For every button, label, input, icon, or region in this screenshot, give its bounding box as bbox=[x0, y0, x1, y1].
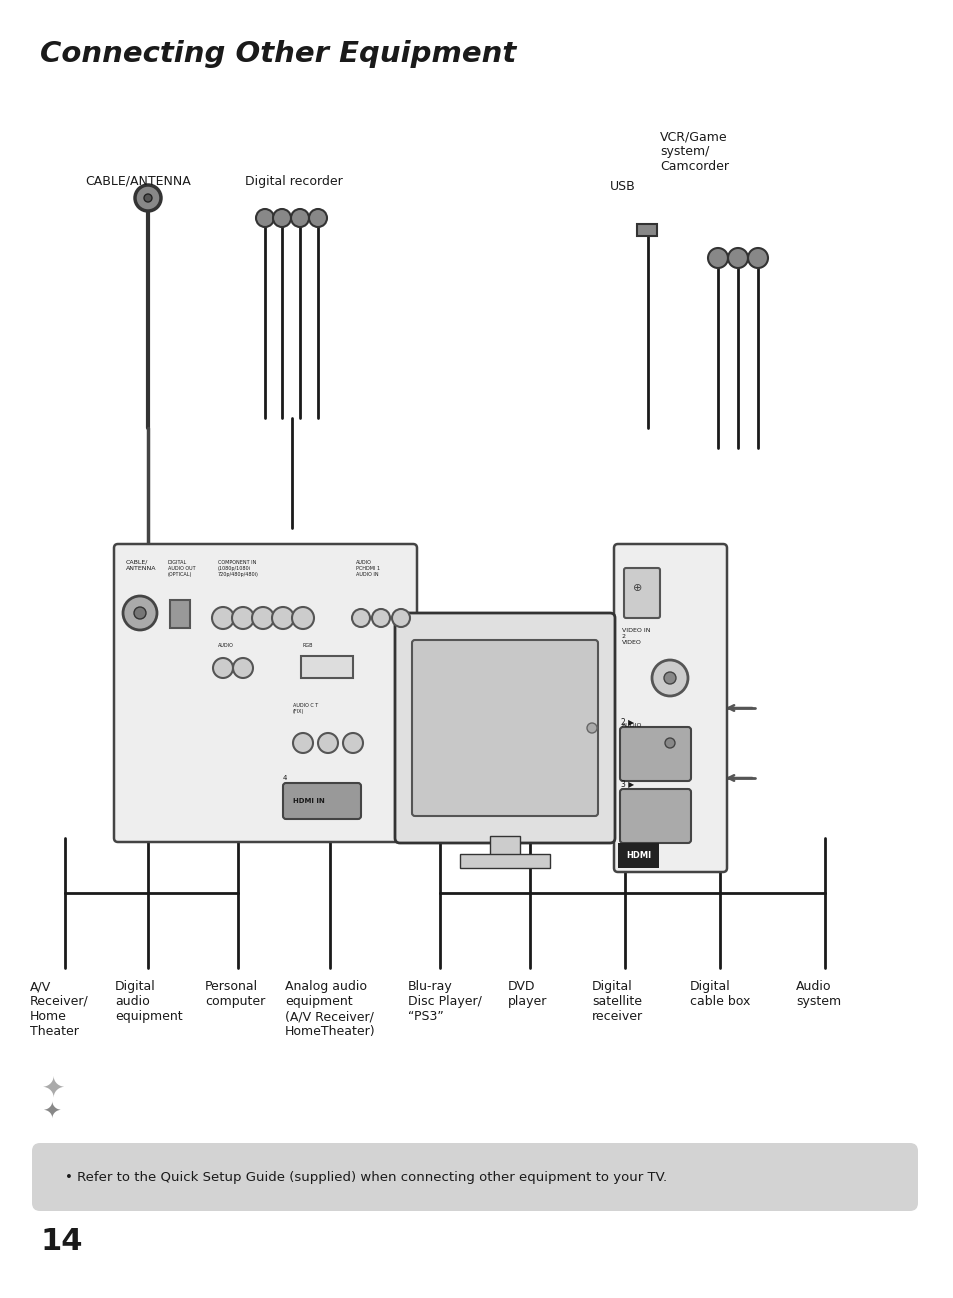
Text: AUDIO C T
(FIX): AUDIO C T (FIX) bbox=[293, 704, 318, 714]
Circle shape bbox=[291, 209, 309, 227]
Text: COMPONENT IN
(1080p/1080i
720p/480p/480i): COMPONENT IN (1080p/1080i 720p/480p/480i… bbox=[218, 559, 258, 576]
Circle shape bbox=[212, 607, 233, 630]
Circle shape bbox=[747, 248, 767, 267]
Circle shape bbox=[651, 659, 687, 696]
Text: Digital
satellite
receiver: Digital satellite receiver bbox=[592, 980, 642, 1023]
Text: CABLE/ANTENNA: CABLE/ANTENNA bbox=[85, 175, 191, 188]
Circle shape bbox=[135, 186, 161, 212]
Text: ✦: ✦ bbox=[42, 1103, 61, 1123]
Text: 2 ▶: 2 ▶ bbox=[620, 716, 634, 726]
Circle shape bbox=[292, 607, 314, 630]
FancyBboxPatch shape bbox=[623, 569, 659, 618]
Text: 4: 4 bbox=[283, 775, 287, 781]
Circle shape bbox=[727, 248, 747, 267]
Circle shape bbox=[309, 209, 327, 227]
Circle shape bbox=[273, 209, 291, 227]
Bar bbox=[170, 600, 190, 628]
Circle shape bbox=[392, 609, 410, 627]
Circle shape bbox=[343, 733, 363, 753]
Circle shape bbox=[255, 209, 274, 227]
FancyBboxPatch shape bbox=[412, 640, 598, 816]
Text: HDMI IN: HDMI IN bbox=[293, 798, 324, 803]
Text: VCR/Game
system/
Camcorder: VCR/Game system/ Camcorder bbox=[659, 130, 728, 173]
FancyBboxPatch shape bbox=[113, 544, 416, 842]
Text: Blu-ray
Disc Player/
“PS3”: Blu-ray Disc Player/ “PS3” bbox=[408, 980, 481, 1023]
Text: AUDIO
PCHDMI 1
AUDIO IN: AUDIO PCHDMI 1 AUDIO IN bbox=[355, 559, 379, 576]
Circle shape bbox=[232, 607, 253, 630]
Circle shape bbox=[293, 733, 313, 753]
Text: ⊕: ⊕ bbox=[633, 583, 642, 593]
Circle shape bbox=[272, 607, 294, 630]
Text: ✦: ✦ bbox=[42, 1073, 65, 1102]
Text: 3 ▶: 3 ▶ bbox=[620, 779, 634, 788]
Circle shape bbox=[586, 723, 597, 733]
Circle shape bbox=[655, 728, 684, 758]
Circle shape bbox=[133, 607, 146, 619]
Text: Digital
cable box: Digital cable box bbox=[689, 980, 750, 1009]
Text: AUDIO: AUDIO bbox=[621, 723, 641, 728]
Text: Digital
audio
equipment: Digital audio equipment bbox=[115, 980, 182, 1023]
Text: DVD
player: DVD player bbox=[507, 980, 547, 1009]
Text: AUDIO: AUDIO bbox=[218, 643, 233, 648]
Text: Audio
system: Audio system bbox=[795, 980, 841, 1009]
Text: VIDEO IN
2
VIDEO: VIDEO IN 2 VIDEO bbox=[621, 628, 650, 645]
Bar bbox=[301, 655, 353, 678]
Bar bbox=[490, 836, 519, 855]
Circle shape bbox=[663, 672, 676, 684]
FancyBboxPatch shape bbox=[614, 544, 726, 872]
Circle shape bbox=[144, 193, 152, 202]
Text: Digital recorder: Digital recorder bbox=[245, 175, 342, 188]
Text: DIGITAL
AUDIO OUT
(OPTICAL): DIGITAL AUDIO OUT (OPTICAL) bbox=[168, 559, 195, 576]
FancyBboxPatch shape bbox=[395, 613, 615, 842]
Text: Personal
computer: Personal computer bbox=[205, 980, 265, 1009]
FancyBboxPatch shape bbox=[32, 1144, 917, 1211]
Circle shape bbox=[372, 609, 390, 627]
Text: Connecting Other Equipment: Connecting Other Equipment bbox=[40, 40, 516, 67]
Circle shape bbox=[352, 609, 370, 627]
Bar bbox=[459, 854, 550, 868]
Text: Analog audio
equipment
(A/V Receiver/
HomeTheater): Analog audio equipment (A/V Receiver/ Ho… bbox=[285, 980, 375, 1038]
Text: CABLE/
ANTENNA: CABLE/ ANTENNA bbox=[126, 559, 156, 571]
FancyBboxPatch shape bbox=[619, 789, 690, 842]
Circle shape bbox=[123, 596, 157, 630]
FancyBboxPatch shape bbox=[283, 783, 360, 819]
Text: A/V
Receiver/
Home
Theater: A/V Receiver/ Home Theater bbox=[30, 980, 89, 1038]
Circle shape bbox=[707, 248, 727, 267]
Circle shape bbox=[664, 739, 675, 748]
Bar bbox=[637, 225, 657, 236]
Circle shape bbox=[233, 658, 253, 678]
Text: RGB: RGB bbox=[303, 643, 314, 648]
FancyBboxPatch shape bbox=[619, 727, 690, 781]
Text: 14: 14 bbox=[40, 1227, 82, 1256]
Circle shape bbox=[317, 733, 337, 753]
Circle shape bbox=[213, 658, 233, 678]
Circle shape bbox=[252, 607, 274, 630]
Text: • Refer to the Quick Setup Guide (supplied) when connecting other equipment to y: • Refer to the Quick Setup Guide (suppli… bbox=[65, 1171, 666, 1184]
Text: USB: USB bbox=[609, 180, 635, 193]
Text: HDMI: HDMI bbox=[625, 851, 651, 861]
